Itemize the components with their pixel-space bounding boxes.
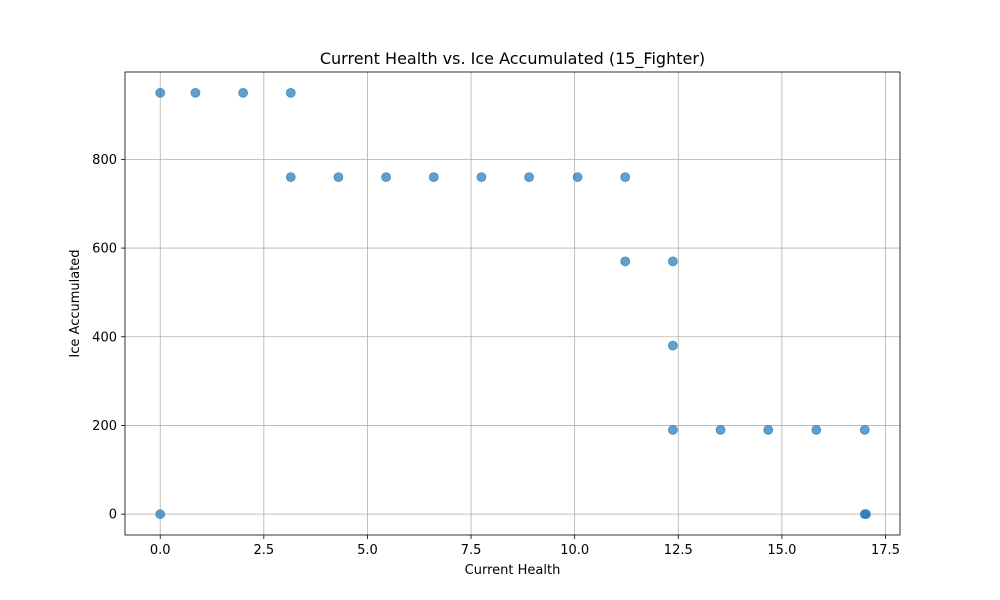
data-point <box>155 87 166 98</box>
data-point <box>620 172 631 183</box>
data-point <box>572 172 583 183</box>
y-tick-label: 800 <box>92 153 117 168</box>
data-point <box>763 424 774 435</box>
data-point <box>859 424 870 435</box>
y-axis-ticks: 0 200 400 600 800 <box>92 153 125 523</box>
data-point <box>428 172 439 183</box>
data-point <box>667 256 678 267</box>
x-tick-label: 7.5 <box>461 543 482 558</box>
y-tick-label: 0 <box>109 508 117 523</box>
data-point <box>285 172 296 183</box>
data-points <box>155 87 871 520</box>
data-point <box>667 424 678 435</box>
data-point <box>667 340 678 351</box>
data-point <box>620 256 631 267</box>
data-point <box>811 424 822 435</box>
data-point <box>476 172 487 183</box>
x-axis-label: Current Health <box>465 563 561 578</box>
data-point <box>285 87 296 98</box>
data-point <box>381 172 391 183</box>
x-tick-label: 2.5 <box>253 543 274 558</box>
y-tick-label: 400 <box>92 330 117 345</box>
x-tick-label: 15.0 <box>767 543 796 558</box>
plot-frame <box>124 71 901 536</box>
x-tick-label: 5.0 <box>357 543 378 558</box>
x-tick-label: 12.5 <box>664 543 693 558</box>
x-axis-ticks: 0.0 2.5 5.0 7.5 10.0 12.5 15.0 17.5 <box>150 535 900 558</box>
y-axis-label: Ice Accumulated <box>68 249 83 357</box>
x-tick-label: 10.0 <box>560 543 589 558</box>
data-point <box>333 172 344 183</box>
data-point <box>190 87 201 98</box>
x-tick-label: 0.0 <box>150 543 171 558</box>
data-point <box>861 509 871 520</box>
data-point <box>155 509 166 520</box>
chart-title: Current Health vs. Ice Accumulated (15_F… <box>320 49 705 69</box>
y-tick-label: 600 <box>92 242 117 257</box>
x-tick-label: 17.5 <box>871 543 900 558</box>
grid-lines <box>125 72 900 535</box>
y-tick-label: 200 <box>92 419 117 434</box>
data-point <box>524 172 534 183</box>
data-point <box>715 424 726 435</box>
data-point <box>238 87 249 98</box>
